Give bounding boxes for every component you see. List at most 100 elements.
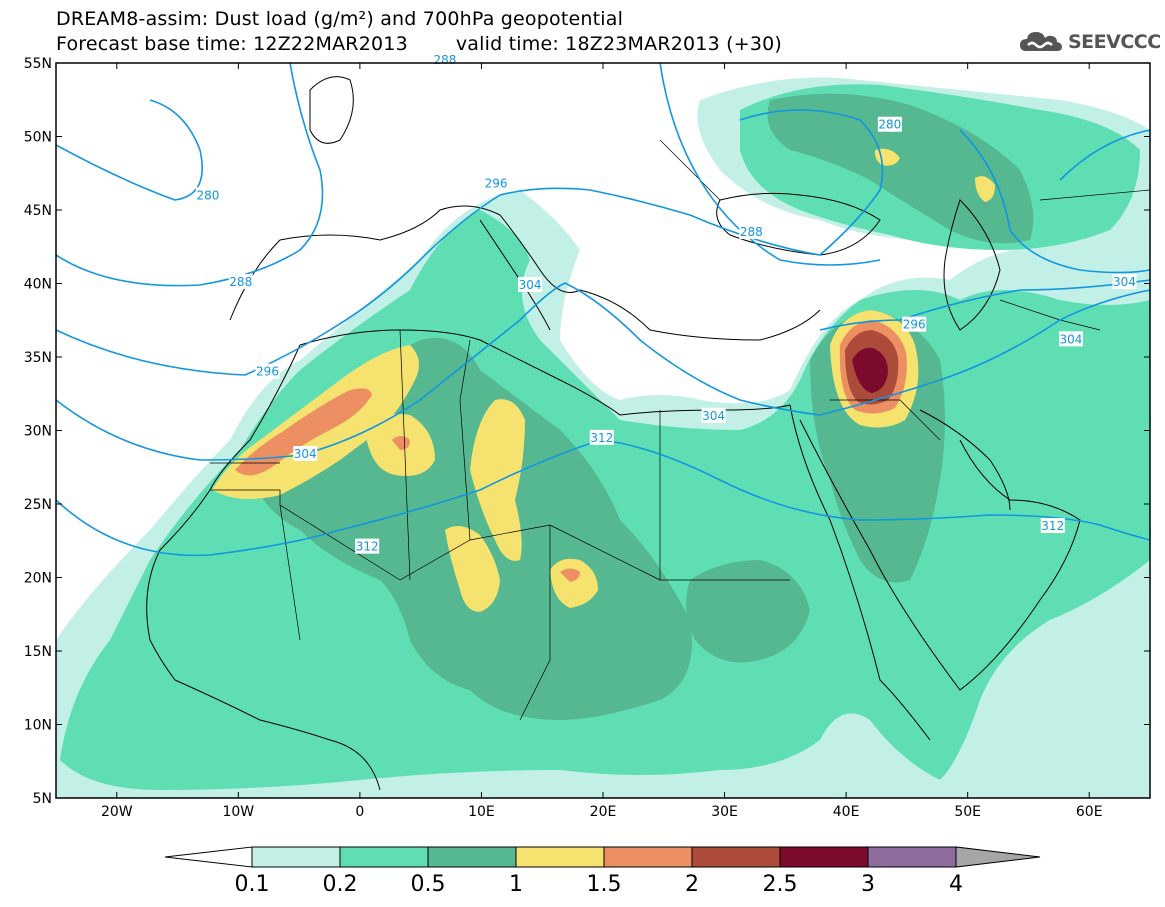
colorbar-label: 3 — [861, 872, 875, 897]
lon-tick-label: 50E — [954, 804, 981, 820]
lat-tick-label: 30N — [24, 424, 52, 440]
contour-label-bg — [195, 187, 220, 203]
valid-time: valid time: 18Z23MAR2013 (+30) — [455, 33, 783, 55]
contour-296-ne — [959, 129, 1150, 274]
contour-label-bg — [1040, 518, 1065, 534]
colorbar-swatch — [427, 846, 517, 868]
colorbar-swatch — [339, 846, 429, 868]
lon-tick-label: 30E — [711, 804, 738, 820]
cloud-icon — [1020, 32, 1062, 51]
contour-label: 280 — [877, 116, 902, 132]
contour-label: 296 — [484, 175, 509, 191]
contour-label-bg — [902, 316, 927, 332]
lat-tick-label: 55N — [24, 56, 52, 72]
contour-label-bg — [228, 274, 253, 290]
dust-region-1h — [975, 176, 995, 202]
lon-tick-label: 10E — [468, 804, 495, 820]
contour-label-text: 280 — [878, 118, 901, 132]
coast-caspian — [943, 199, 1001, 331]
contour-label: 312 — [589, 429, 614, 445]
colorbar-swatch — [603, 846, 693, 868]
colorbar-high-triangle — [955, 846, 1041, 868]
border-10 — [659, 139, 721, 201]
border-8 — [399, 329, 411, 581]
contour-label: 312 — [355, 538, 380, 554]
lat-tick-label: 15N — [24, 644, 52, 660]
coast-europe — [229, 205, 821, 341]
colorbar-swatch — [779, 846, 869, 868]
chart-title-line2: Forecast base time: 12Z22MAR2013 valid ti… — [56, 33, 782, 55]
contour-label-bg — [255, 363, 280, 379]
border-11 — [1039, 189, 1150, 201]
geopotential-contours — [56, 63, 1150, 557]
contour-label-bg — [1112, 274, 1137, 290]
contour-label-text: 304 — [294, 447, 317, 461]
lat-tick-label: 25N — [24, 497, 52, 513]
border-1 — [210, 489, 401, 581]
contour-label-text: 304 — [1060, 332, 1083, 346]
contour-label: 288 — [739, 224, 764, 240]
contour-label: 304 — [1058, 331, 1083, 347]
dust-region-15 — [235, 388, 372, 476]
contour-label-text: 296 — [485, 177, 508, 191]
border-9 — [830, 399, 941, 441]
contour-label-text: 288 — [740, 225, 763, 239]
contour-label-text: 280 — [196, 188, 219, 202]
contour-label-bg — [518, 276, 543, 292]
contour-label: 304 — [293, 446, 318, 462]
coast-africa-west — [146, 344, 381, 791]
colorbar-label: 1.5 — [587, 872, 622, 897]
dust-region-05c — [767, 93, 1034, 244]
contour-label-bg — [739, 224, 764, 240]
contour-label-text: 288 — [229, 275, 252, 289]
contour-label-text: 304 — [702, 409, 725, 423]
contour-label-text: 304 — [1113, 275, 1136, 289]
contour-label-text: 312 — [590, 431, 613, 445]
dust-region-05d — [686, 560, 810, 663]
borders — [210, 139, 1150, 721]
contour-288-ne — [659, 63, 881, 266]
colorbar-label: 0.1 — [235, 872, 270, 897]
contour-label: 288 — [432, 52, 457, 68]
coast-black-sea — [716, 192, 881, 256]
contour-label-bg — [701, 407, 726, 423]
colorbar-swatch — [251, 846, 341, 868]
colorbar: 0.1 0.2 0.5 1 1.5 2 2.5 3 4 — [164, 846, 1041, 897]
dust-region-15b — [392, 436, 410, 450]
contour-label: 304 — [518, 276, 543, 292]
contour-label-bg — [293, 446, 318, 462]
contour-312 — [56, 439, 1150, 557]
border-7 — [459, 339, 471, 541]
seevccc-logo: SEEVCCC — [1018, 28, 1161, 56]
contour-label-text: 312 — [356, 540, 379, 554]
lat-tick-label: 40N — [24, 277, 52, 293]
contour-304-ne — [1059, 129, 1150, 181]
colorbar-swatch — [867, 846, 957, 868]
dust-region-1d — [445, 526, 500, 612]
contour-label: 296 — [255, 363, 280, 379]
lon-tick-label: 60E — [1076, 804, 1103, 820]
lat-tick-label: 45N — [24, 203, 52, 219]
lon-tick-label: 20W — [101, 804, 133, 820]
colorbar-label: 1 — [509, 872, 523, 897]
contour-label-text: 288 — [434, 53, 457, 67]
contour-label: 280 — [195, 187, 220, 203]
lat-tick-label: 50N — [24, 130, 52, 146]
dust-region-25 — [852, 347, 888, 393]
lat-tick-label: 10N — [24, 718, 52, 734]
border-3 — [279, 504, 301, 641]
contour-label-text: 296 — [903, 318, 926, 332]
colorbar-swatch — [515, 846, 605, 868]
lon-tick-label: 20E — [590, 804, 617, 820]
contour-label: 304 — [1112, 274, 1137, 290]
colorbar-label: 0.5 — [411, 872, 446, 897]
logo-text: SEEVCCC — [1068, 31, 1161, 53]
contour-label: 296 — [902, 316, 927, 332]
coastlines — [146, 76, 1081, 791]
colorbar-label: 0.2 — [323, 872, 358, 897]
coast-arabia — [799, 419, 1081, 691]
colorbar-label: 2.5 — [763, 872, 798, 897]
colorbar-swatch — [691, 846, 781, 868]
contour-label-bg — [355, 538, 380, 554]
